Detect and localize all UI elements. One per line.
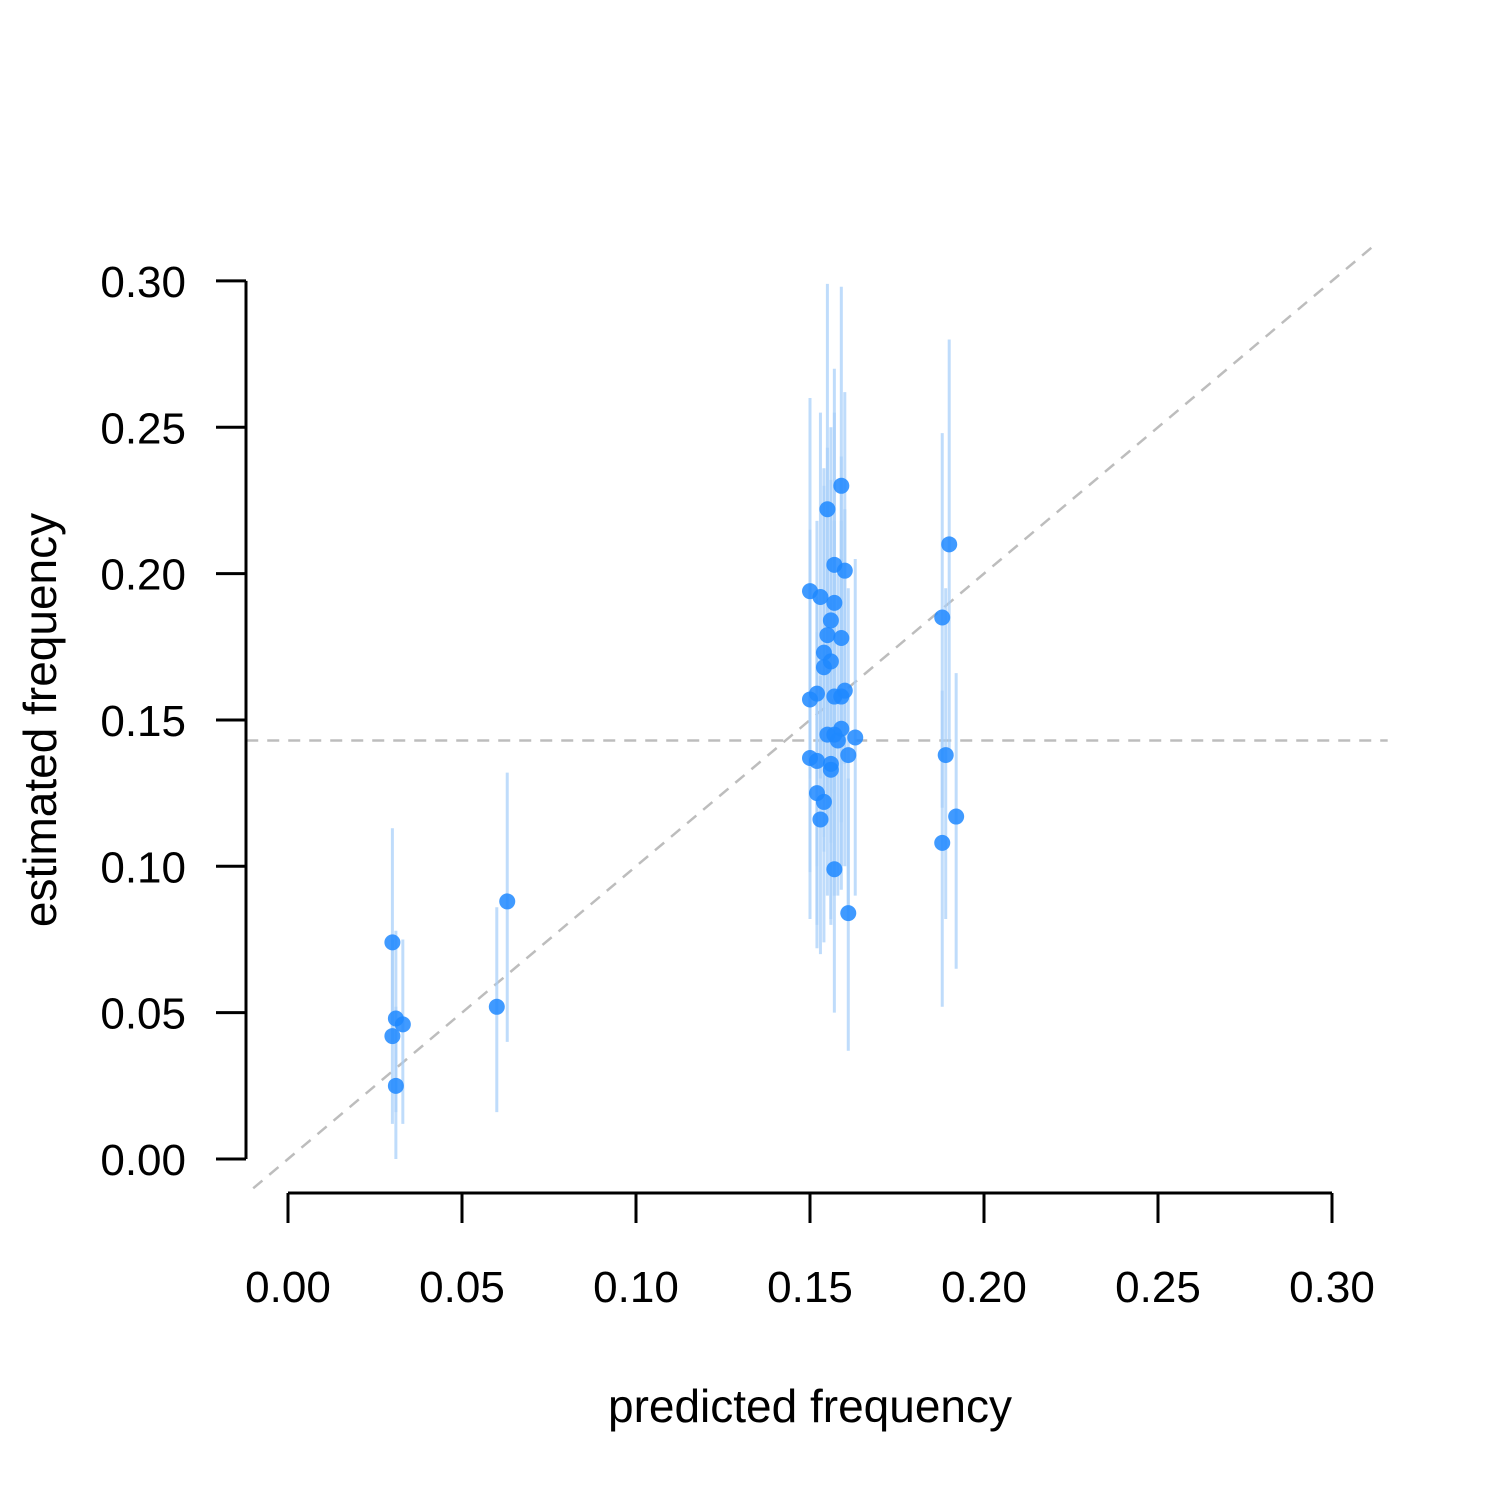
data-point-44: [948, 808, 965, 825]
y-axis-ticks: 0.00 0.05 0.10 0.15 0.20 0.25 0.30: [100, 258, 246, 1185]
x-tick-label-3: 0.15: [767, 1263, 853, 1312]
data-point-35: [836, 562, 853, 579]
data-point-32: [833, 629, 850, 646]
data-point-10: [808, 685, 825, 702]
data-point-4: [387, 1077, 404, 1094]
error-bars: [390, 283, 958, 1159]
data-point-2: [384, 1028, 401, 1045]
x-tick-label-5: 0.25: [1115, 1263, 1201, 1312]
data-point-13: [812, 811, 829, 828]
data-point-19: [819, 627, 836, 644]
data-point-36: [836, 682, 853, 699]
x-tick-label-4: 0.20: [941, 1263, 1027, 1312]
y-tick-label-5: 0.25: [100, 404, 186, 453]
data-point-41: [941, 536, 958, 553]
data-point-3: [394, 1016, 411, 1033]
x-tick-label-1: 0.05: [419, 1263, 505, 1312]
x-tick-label-0: 0.00: [245, 1263, 331, 1312]
data-point-26: [826, 594, 843, 611]
data-point-17: [812, 589, 829, 606]
y-tick-label-2: 0.10: [100, 843, 186, 892]
y-tick-label-1: 0.05: [100, 990, 186, 1039]
y-tick-label-4: 0.20: [100, 551, 186, 600]
data-point-28: [826, 861, 843, 878]
data-point-24: [822, 612, 839, 629]
x-axis-title: predicted frequency: [608, 1380, 1012, 1432]
data-point-39: [847, 729, 864, 746]
data-point-33: [833, 720, 850, 737]
y-tick-label-0: 0.00: [100, 1136, 186, 1185]
y-tick-label-6: 0.30: [100, 258, 186, 307]
data-points: [384, 477, 965, 1094]
data-point-40: [934, 609, 951, 626]
data-point-11: [808, 752, 825, 769]
data-point-5: [488, 998, 505, 1015]
axes: 0.00 0.05 0.10 0.15 0.20 0.25 0.30 0.00 0.05 0.1…: [100, 258, 1374, 1312]
y-axis-title: estimated frequency: [14, 513, 66, 927]
data-point-6: [499, 893, 516, 910]
x-tick-label-6: 0.30: [1289, 1263, 1375, 1312]
data-point-43: [934, 834, 951, 851]
identity-line: [252, 244, 1375, 1190]
y-tick-label-3: 0.15: [100, 697, 186, 746]
data-point-37: [840, 747, 857, 764]
x-tick-label-2: 0.10: [593, 1263, 679, 1312]
data-point-0: [384, 934, 401, 951]
data-point-31: [833, 477, 850, 494]
data-point-38: [840, 905, 857, 922]
data-point-14: [815, 793, 832, 810]
data-point-18: [819, 501, 836, 518]
x-axis-ticks: 0.00 0.05 0.10 0.15 0.20 0.25 0.30: [245, 1193, 1375, 1312]
data-point-42: [937, 747, 954, 764]
data-point-23: [822, 755, 839, 772]
data-point-21: [822, 653, 839, 670]
